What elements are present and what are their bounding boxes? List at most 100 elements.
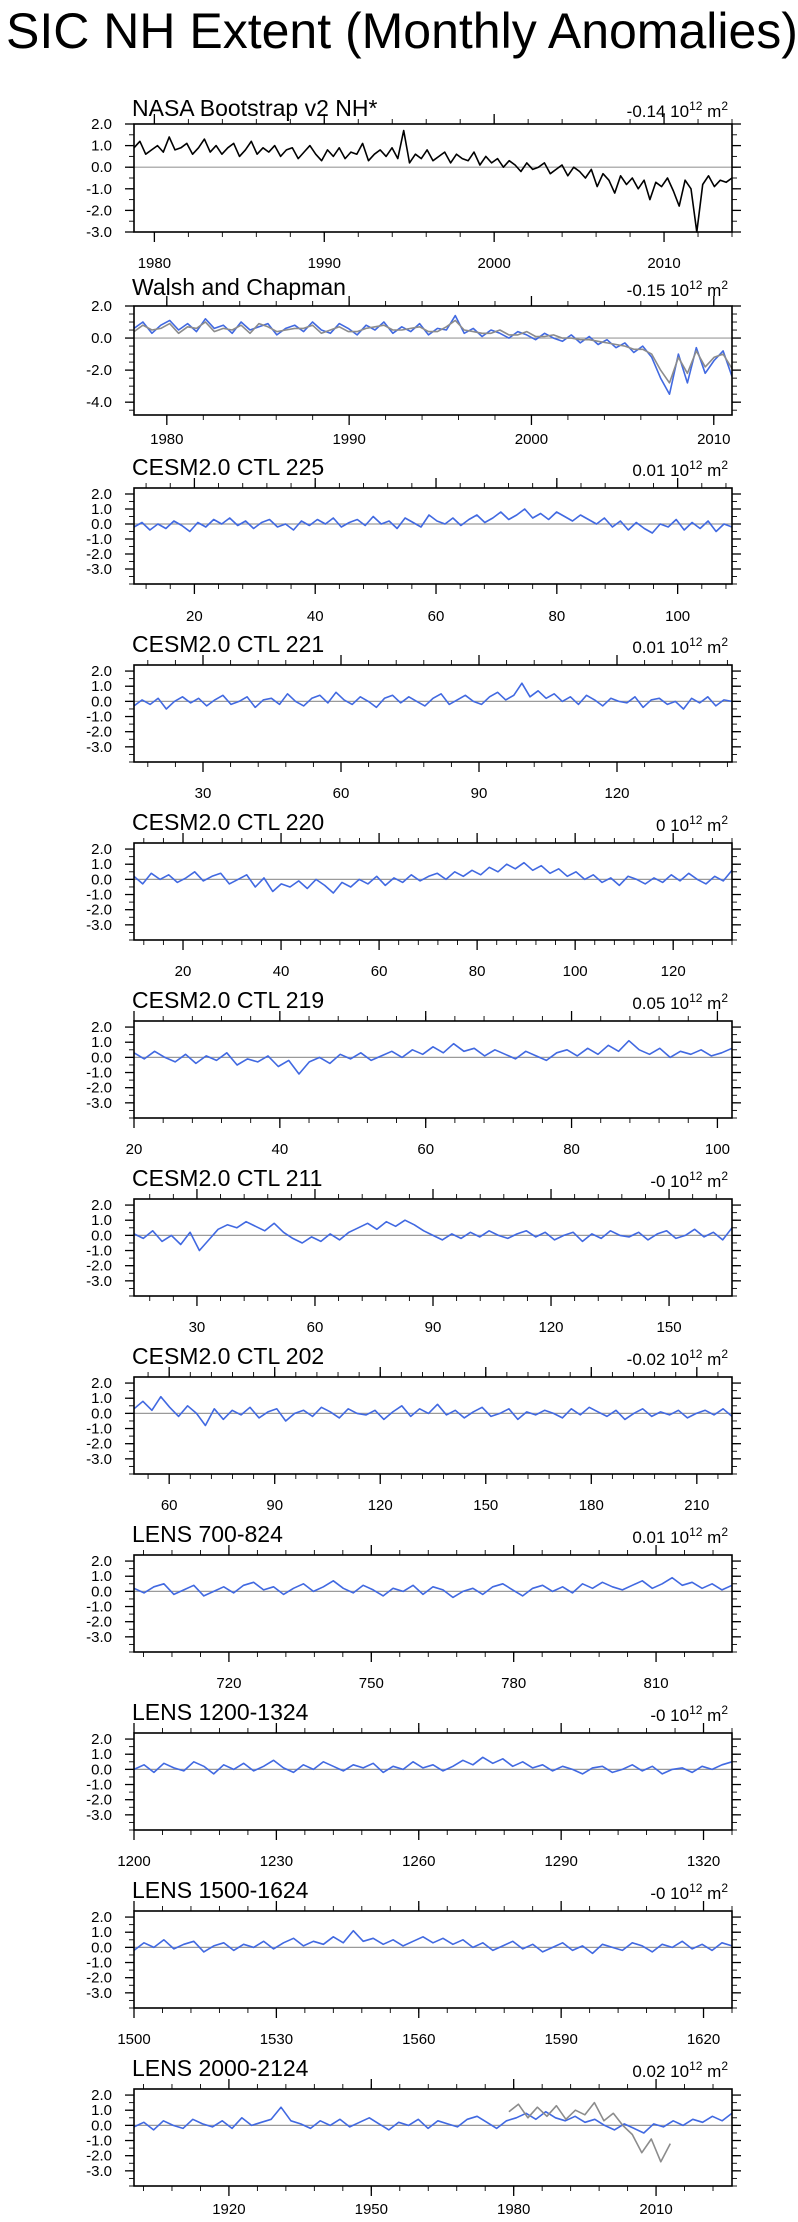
x-tick-label: 1320 bbox=[687, 1853, 720, 1870]
x-tick-label: 720 bbox=[216, 1675, 241, 1692]
x-tick-label: 40 bbox=[273, 963, 290, 980]
x-tick-label: 100 bbox=[563, 963, 588, 980]
y-tick-label: -1.0 bbox=[86, 1243, 112, 1260]
panel-title: CESM2.0 CTL 220 bbox=[132, 809, 324, 835]
x-tick-label: 60 bbox=[333, 785, 350, 802]
x-tick-label: 1980 bbox=[138, 255, 171, 272]
x-tick-label: 90 bbox=[425, 1319, 442, 1336]
x-tick-label: 60 bbox=[417, 1141, 434, 1158]
x-tick-label: 60 bbox=[371, 963, 388, 980]
y-tick-label: -1.0 bbox=[86, 2133, 112, 2150]
y-tick-label: -3.0 bbox=[86, 1273, 112, 1290]
x-tick-label: 150 bbox=[657, 1319, 682, 1336]
y-tick-label: -3.0 bbox=[86, 739, 112, 756]
x-tick-label: 60 bbox=[161, 1497, 178, 1514]
series-line bbox=[133, 682, 733, 710]
y-tick-label: 1.0 bbox=[91, 138, 112, 155]
panel-title: CESM2.0 CTL 225 bbox=[132, 454, 324, 480]
x-tick-label: 1560 bbox=[402, 2031, 435, 2048]
y-tick-label: -1.0 bbox=[86, 709, 112, 726]
y-tick-label: -4.0 bbox=[86, 394, 112, 411]
y-tick-label: -2.0 bbox=[86, 1970, 112, 1987]
y-tick-label: -3.0 bbox=[86, 224, 112, 241]
plot-frame bbox=[133, 1198, 733, 1297]
series-line bbox=[133, 129, 733, 233]
trend-label: -0 1012 m2 bbox=[650, 1881, 728, 1903]
chart-panel: CESM2.0 CTL 219 0.05 1012 m2 -3.0-2.0-1.00… bbox=[86, 987, 741, 1158]
trend-label: 0 1012 m2 bbox=[656, 813, 728, 835]
y-tick-label: 2.0 bbox=[91, 1731, 112, 1748]
plot-frame bbox=[133, 123, 733, 233]
chart-panel: NASA Bootstrap v2 NH* -0.14 1012 m2 -3.0 -2… bbox=[86, 95, 741, 272]
y-tick-label: 1.0 bbox=[91, 501, 112, 518]
series-line bbox=[133, 1576, 733, 1599]
y-tick-label: -3.0 bbox=[86, 1095, 112, 1112]
y-tick-label: -1.0 bbox=[86, 1599, 112, 1616]
trend-label: 0.01 1012 m2 bbox=[632, 635, 728, 657]
series-line bbox=[133, 314, 733, 395]
y-tick-label: -1.0 bbox=[86, 1955, 112, 1972]
x-tick-label: 750 bbox=[359, 1675, 384, 1692]
y-tick-label: 2.0 bbox=[91, 663, 112, 680]
y-tick-label: -2.0 bbox=[86, 902, 112, 919]
y-tick-label: -2.0 bbox=[86, 1080, 112, 1097]
y-tick-label: -3.0 bbox=[86, 917, 112, 934]
x-tick-label: 120 bbox=[604, 785, 629, 802]
y-tick-label: 2.0 bbox=[91, 298, 112, 315]
y-tick-label: 0.0 bbox=[91, 516, 112, 533]
x-tick-label: 2010 bbox=[647, 255, 680, 272]
y-tick-label: 0.0 bbox=[91, 2117, 112, 2134]
x-tick-label: 1620 bbox=[687, 2031, 720, 2048]
plot-frame bbox=[133, 1910, 733, 2009]
x-tick-label: 810 bbox=[644, 1675, 669, 1692]
x-tick-label: 1920 bbox=[212, 2201, 245, 2218]
panel-title: LENS 700-824 bbox=[132, 1521, 283, 1547]
x-tick-label: 1260 bbox=[402, 1853, 435, 1870]
series-line bbox=[133, 2106, 733, 2134]
y-tick-label: 0.0 bbox=[91, 1939, 112, 1956]
x-tick-label: 100 bbox=[705, 1141, 730, 1158]
x-tick-label: 2010 bbox=[697, 431, 730, 448]
trend-label: 0.01 1012 m2 bbox=[632, 1525, 728, 1547]
series-line bbox=[133, 508, 733, 534]
x-tick-label: 80 bbox=[469, 963, 486, 980]
trend-label: 0.05 1012 m2 bbox=[632, 991, 728, 1013]
y-tick-label: -3.0 bbox=[86, 1451, 112, 1468]
panel-title: LENS 1500-1624 bbox=[132, 1877, 309, 1903]
trend-label: -0.15 1012 m2 bbox=[627, 278, 729, 300]
x-tick-label: 2010 bbox=[639, 2201, 672, 2218]
y-tick-label: -3.0 bbox=[86, 561, 112, 578]
y-tick-label: 2.0 bbox=[91, 1909, 112, 1926]
y-tick-label: 0.0 bbox=[91, 1761, 112, 1778]
x-tick-label: 150 bbox=[473, 1497, 498, 1514]
y-tick-label: -1.0 bbox=[86, 531, 112, 548]
x-tick-label: 1230 bbox=[260, 1853, 293, 1870]
y-tick-label: -2.0 bbox=[86, 724, 112, 741]
y-tick-label: 2.0 bbox=[91, 1019, 112, 1036]
series-line bbox=[133, 1929, 733, 1955]
y-tick-label: -3.0 bbox=[86, 1807, 112, 1824]
plot-frame bbox=[133, 1554, 733, 1653]
trend-label: -0.02 1012 m2 bbox=[627, 1347, 729, 1369]
y-tick-label: 1.0 bbox=[91, 1034, 112, 1051]
chart-panel: CESM2.0 CTL 220 0 1012 m2-3.0-2.0-1.00.01… bbox=[86, 809, 741, 980]
y-tick-label: -1.0 bbox=[86, 887, 112, 904]
y-tick-label: 0.0 bbox=[91, 1405, 112, 1422]
plot-frame bbox=[133, 1376, 733, 1475]
series-line bbox=[133, 319, 733, 384]
panel-title: CESM2.0 CTL 219 bbox=[132, 987, 324, 1013]
chart-panel: CESM2.0 CTL 202 -0.02 1012 m2 -3.0-2.0-1.0… bbox=[86, 1343, 741, 1514]
panel-title: LENS 1200-1324 bbox=[132, 1699, 309, 1725]
x-tick-label: 1980 bbox=[497, 2201, 530, 2218]
y-tick-label: 0.0 bbox=[91, 1227, 112, 1244]
x-tick-label: 80 bbox=[548, 608, 565, 625]
y-tick-label: -1.0 bbox=[86, 181, 112, 198]
chart-panel: CESM2.0 CTL 211 -0 1012 m2 -3.0-2.0-1.00.0… bbox=[86, 1165, 741, 1336]
y-tick-label: 2.0 bbox=[91, 2087, 112, 2104]
y-tick-label: -2.0 bbox=[86, 1792, 112, 1809]
x-tick-label: 120 bbox=[661, 963, 686, 980]
y-tick-label: 2.0 bbox=[91, 841, 112, 858]
y-tick-label: 1.0 bbox=[91, 856, 112, 873]
y-tick-label: 1.0 bbox=[91, 678, 112, 695]
x-tick-label: 20 bbox=[186, 608, 203, 625]
